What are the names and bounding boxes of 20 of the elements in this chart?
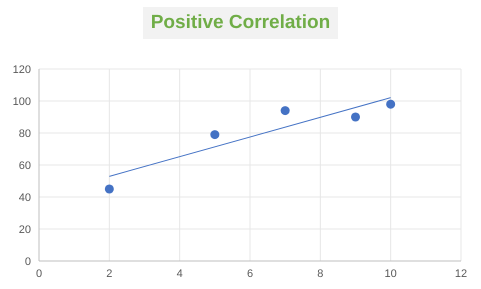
point (386, 100, 396, 109)
y-tick-label: 40 (18, 192, 31, 204)
y-tick-label: 60 (18, 160, 31, 172)
y-tick-label: 80 (18, 128, 31, 140)
x-tick-label: 10 (384, 268, 397, 280)
y-tick-label: 120 (12, 64, 31, 76)
point (104, 184, 114, 194)
point (210, 130, 220, 140)
point (280, 106, 290, 116)
x-tick-label: 4 (176, 268, 183, 280)
y-tick-label: 0 (24, 256, 31, 268)
y-tick-label: 20 (18, 224, 31, 236)
x-tick-label: 8 (317, 268, 324, 280)
y-tick-label: 100 (12, 96, 31, 108)
x-tick-label: 0 (36, 268, 42, 280)
x-tick-label: 12 (454, 268, 468, 280)
chart-title: Positive Correlation (142, 7, 338, 39)
point (350, 112, 360, 122)
x-tick-label: 6 (246, 268, 254, 280)
x-tick-label: 2 (106, 268, 112, 280)
